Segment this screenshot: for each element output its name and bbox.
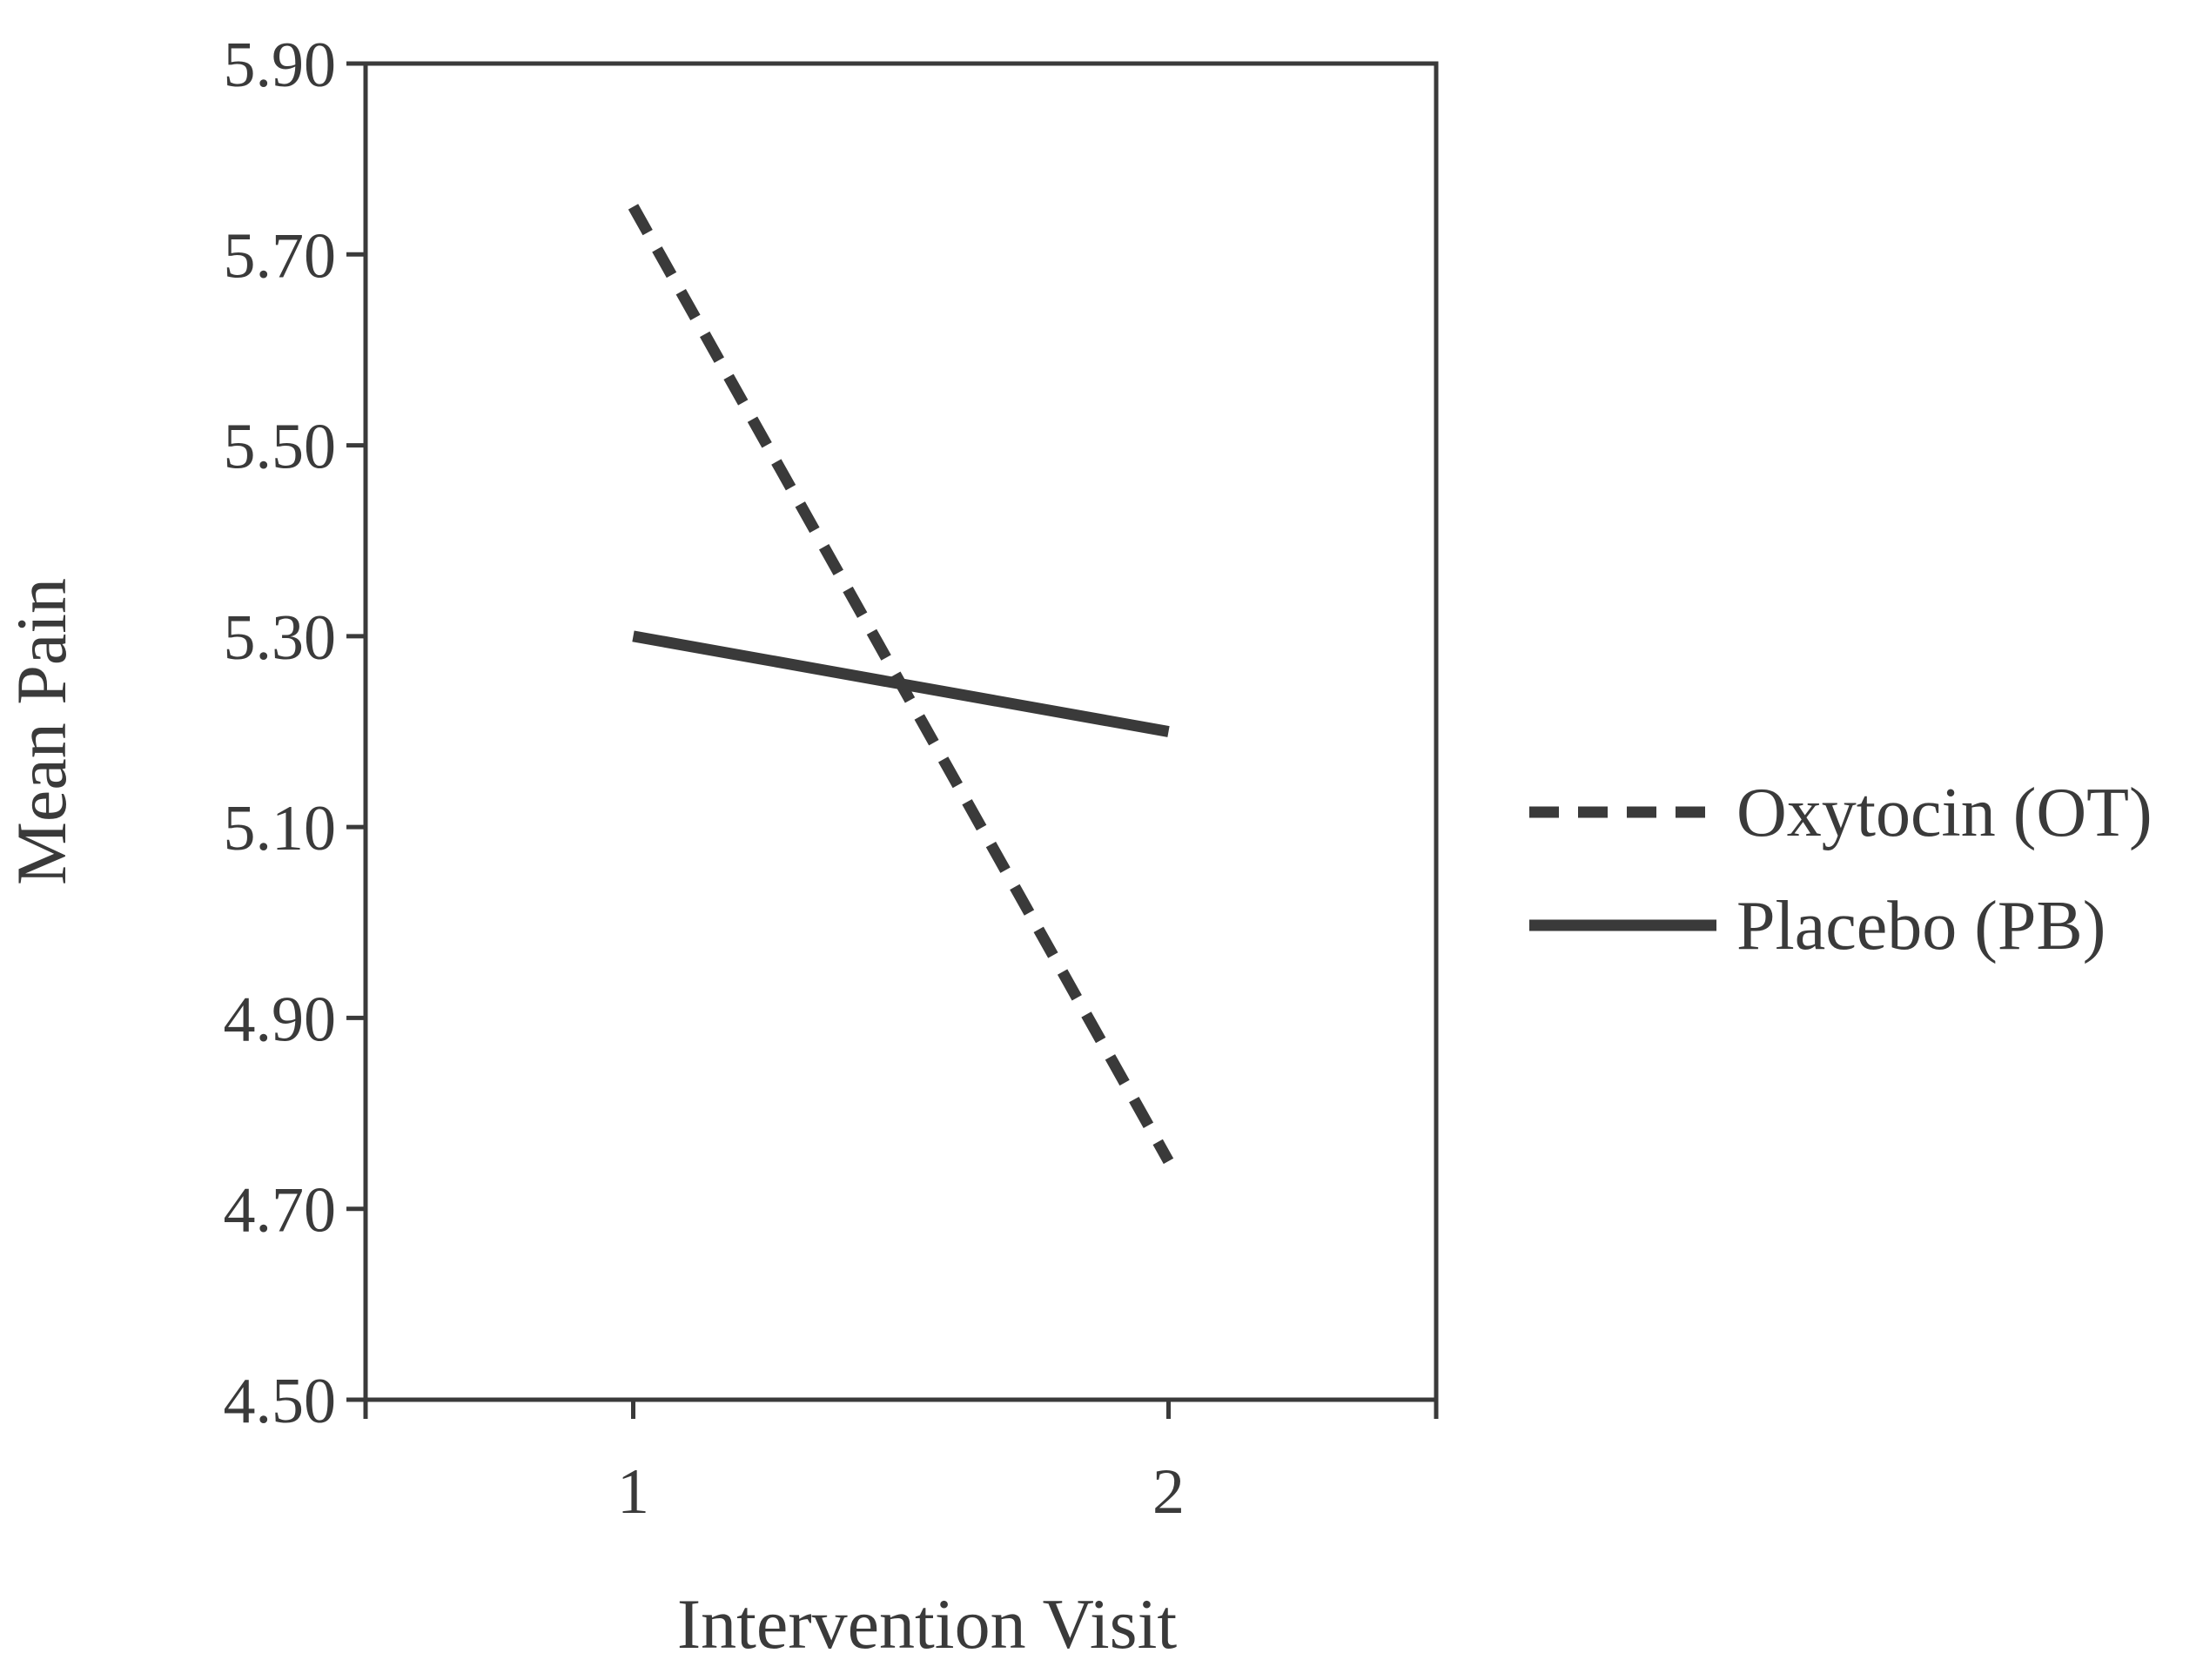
series-line-placebo <box>632 630 1170 737</box>
y-tick-label: 5.30 <box>224 602 337 674</box>
y-tick-label: 4.70 <box>224 1175 337 1247</box>
legend-label: Placebo (PB) <box>1736 888 2106 964</box>
y-tick-label: 5.10 <box>224 793 337 864</box>
y-axis-title: Mean Pain <box>2 578 81 885</box>
y-axis: 4.50 4.70 4.90 5.10 5.30 5.50 5.70 5.90 <box>224 30 366 1437</box>
x-tick-label: 1 <box>617 1456 649 1528</box>
legend-label: Oxytocin (OT) <box>1736 775 2153 851</box>
x-axis-title: Intervention Visit <box>677 1584 1178 1663</box>
y-tick-label: 5.90 <box>224 30 337 101</box>
series-layer <box>628 204 1174 1165</box>
plot-frame <box>363 61 1439 1402</box>
y-tick-label: 4.50 <box>224 1366 337 1437</box>
y-tick-label: 5.50 <box>224 412 337 483</box>
legend: Oxytocin (OT) Placebo (PB) <box>1529 775 2153 964</box>
y-tick-label: 4.90 <box>224 984 337 1055</box>
y-tick-label: 5.70 <box>224 220 337 292</box>
x-tick-label: 2 <box>1152 1456 1185 1528</box>
